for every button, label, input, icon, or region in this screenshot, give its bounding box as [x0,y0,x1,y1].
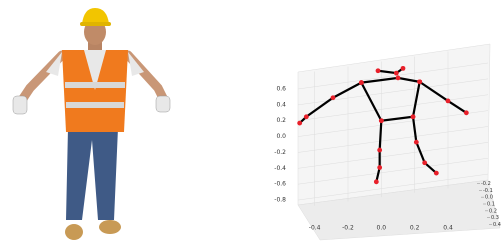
y-tick-label: -0.8 [274,197,286,204]
joint [359,80,364,85]
helmet-brim [80,22,111,26]
joint [376,68,381,73]
joint [434,171,439,176]
joint [377,148,382,153]
x-tick-label: 0.2 [410,225,420,232]
back-pane [298,44,490,205]
joint [377,165,382,170]
joint [464,110,469,115]
joint [446,99,451,104]
figure: 0.60.40.20.0-0.2-0.4-0.6-0.8-0.4-0.20.00… [0,0,502,244]
z-tick-label: 0.1 [487,202,495,208]
z-tick-label: -0.1 [483,188,493,194]
left-boot [65,224,83,240]
joint [401,66,406,71]
axes-panes [298,44,500,240]
left-glove [13,96,27,114]
vest-stripe [65,82,125,88]
jeans [66,128,118,220]
joint [297,121,302,126]
right-boot [99,220,121,234]
x-tick-label: 0.0 [377,225,387,232]
z-tick-label: 0.3 [491,215,499,221]
y-tick-label: 0.2 [276,117,286,124]
joint [379,118,384,123]
z-tick-label: 0.4 [493,222,501,228]
x-tick-label: 0.4 [443,225,453,232]
z-tick-label: 0.2 [489,208,497,214]
joint [417,79,422,84]
y-tick-label: 0.6 [276,86,286,93]
x-tick-label: -0.4 [309,225,321,232]
helmet [82,8,109,24]
y-tick-label: 0.0 [276,133,286,140]
joint [374,179,379,184]
x-tick-label: -0.2 [342,225,354,232]
joint [304,114,309,119]
y-tick-label: -0.6 [274,181,286,188]
vest-stripe [66,102,124,108]
z-tick-label: 0.0 [485,195,493,201]
joint [394,71,399,76]
right-glove [156,96,170,112]
joint [411,114,416,119]
y-tick-label: -0.2 [274,149,286,156]
z-tick-label: -0.2 [481,181,491,187]
worker-figure [13,8,170,240]
joint [396,75,401,80]
joint [414,140,419,145]
y-tick-label: -0.4 [274,165,286,172]
joint [331,95,336,100]
joint [422,160,427,165]
y-tick-label: 0.4 [276,101,286,108]
